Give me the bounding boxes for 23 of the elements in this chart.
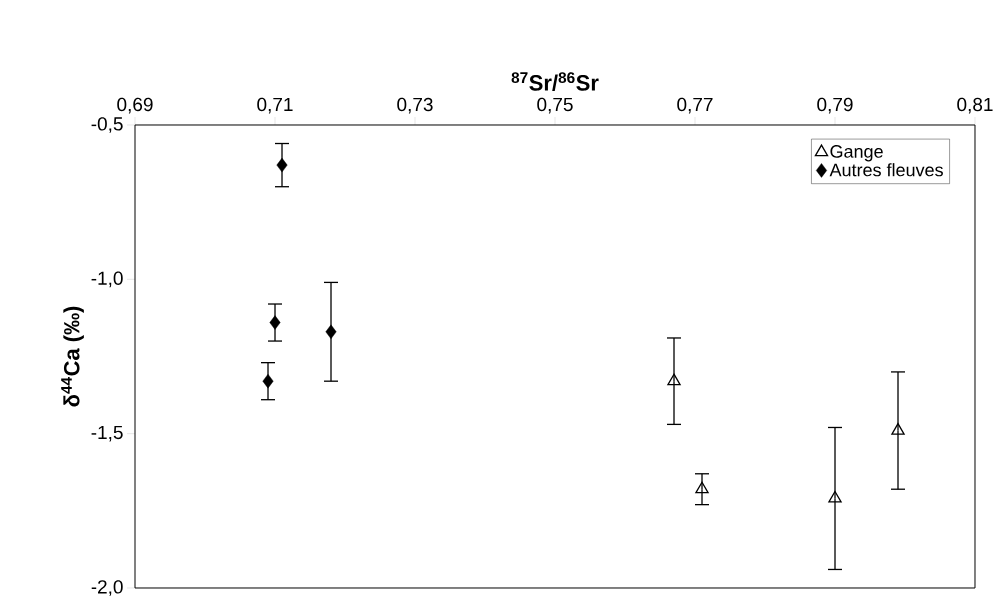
point	[695, 481, 709, 494]
point	[262, 373, 274, 389]
x-tick-label: 0,75	[537, 97, 573, 114]
legend-label: Gange	[830, 145, 883, 162]
y-tick-label: -0,5	[91, 117, 123, 133]
point	[325, 324, 337, 339]
x-tick-label: 0,81	[957, 97, 993, 114]
point	[269, 315, 281, 330]
point	[891, 422, 905, 435]
x-tick-label: 0,77	[677, 97, 713, 114]
y-tick-label: -1,0	[91, 271, 123, 288]
legend-label: Autres fleuves	[829, 163, 943, 177]
point	[828, 490, 842, 503]
text: δ$^{44}$Ca (‰)	[61, 306, 84, 407]
x-tick-label: 0,71	[257, 97, 293, 114]
point	[276, 157, 288, 173]
y-tick-label: -2,0	[91, 580, 123, 596]
x-tick-label: 0,73	[397, 97, 433, 114]
text: $^{87}$Sr/$^{86}$Sr	[511, 72, 599, 91]
x-tick-label: 0,79	[817, 97, 853, 114]
y-tick-label: -1,5	[91, 425, 123, 442]
x-tick-label: 0,69	[117, 97, 153, 114]
point	[667, 373, 681, 386]
